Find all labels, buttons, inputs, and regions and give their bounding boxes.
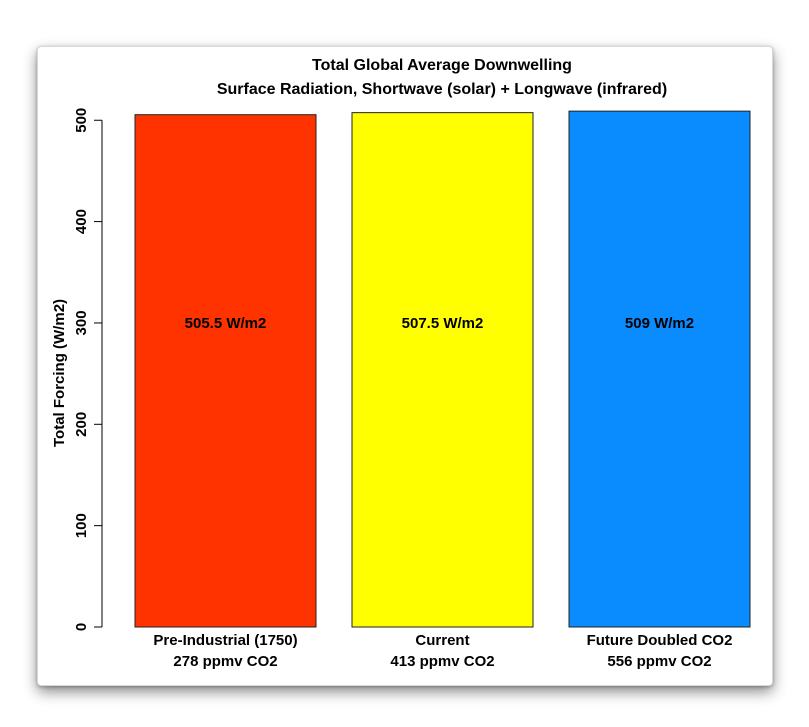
y-axis-label: Total Forcing (W/m2) bbox=[51, 299, 68, 447]
x-category-label: 413 ppmv CO2 bbox=[390, 653, 494, 670]
bar-value-label: 505.5 W/m2 bbox=[185, 315, 267, 332]
y-tick-label: 400 bbox=[73, 209, 90, 234]
y-tick-label: 0 bbox=[73, 623, 90, 631]
y-tick-label: 100 bbox=[73, 513, 90, 538]
x-category-label: Future Doubled CO2 bbox=[587, 632, 733, 649]
bar bbox=[134, 114, 317, 628]
x-category-label: 556 ppmv CO2 bbox=[607, 653, 711, 670]
bar-value-label: 509 W/m2 bbox=[625, 315, 694, 332]
chart-subtitle: Surface Radiation, Shortwave (solar) + L… bbox=[217, 81, 667, 98]
bar bbox=[351, 112, 534, 628]
x-axis-category-labels: Pre-Industrial (1750) 278 ppmv CO2 Current… bbox=[153, 632, 732, 670]
bar-value-label: 507.5 W/m2 bbox=[402, 315, 484, 332]
y-axis: 0 100 200 300 400 500 bbox=[73, 108, 103, 631]
x-category-label: Pre-Industrial (1750) bbox=[153, 632, 297, 649]
bar bbox=[568, 110, 751, 628]
y-tick-label: 500 bbox=[73, 108, 90, 133]
bars-group bbox=[134, 110, 751, 628]
chart-title: Total Global Average Downwelling bbox=[312, 57, 572, 74]
x-category-label: Current bbox=[415, 632, 469, 649]
x-category-label: 278 ppmv CO2 bbox=[173, 653, 277, 670]
bar-value-labels: 505.5 W/m2 507.5 W/m2 509 W/m2 bbox=[185, 315, 694, 332]
y-tick-label: 200 bbox=[73, 412, 90, 437]
y-tick-label: 300 bbox=[73, 310, 90, 335]
